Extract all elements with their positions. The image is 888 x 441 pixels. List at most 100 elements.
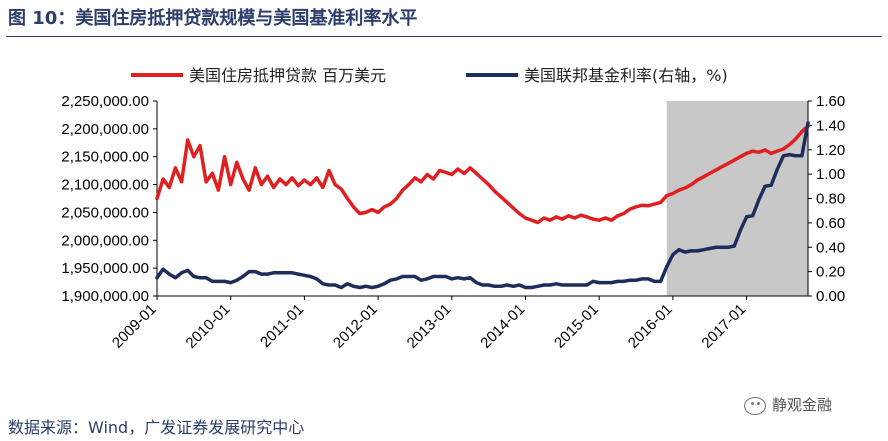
series-1-point xyxy=(210,171,214,176)
y-right-tick-label: 0.80 xyxy=(816,191,845,208)
y-right-tick-label: 0.00 xyxy=(816,288,845,305)
series-1-point xyxy=(530,218,534,222)
legend-label-2: 美国联邦基金利率(右轴，%) xyxy=(524,66,728,85)
series-2-point xyxy=(278,271,282,275)
series-2-point xyxy=(573,283,577,287)
series-1-point xyxy=(370,208,374,212)
series-1-point xyxy=(345,196,349,201)
series-2-point xyxy=(345,282,349,286)
y-left-tick-label: 2,050,000.00 xyxy=(61,204,149,221)
series-2-point xyxy=(351,284,356,288)
series-2-point xyxy=(229,280,233,285)
series-2-point xyxy=(315,277,319,281)
series-2-point xyxy=(204,276,208,280)
series-1-point xyxy=(462,171,466,176)
series-1-point xyxy=(272,185,276,189)
series-1-point xyxy=(192,155,196,159)
series-1-point xyxy=(560,217,564,221)
y-right-tick-label: 1.20 xyxy=(816,142,845,159)
series-1-point xyxy=(419,180,423,184)
series-1-point xyxy=(757,150,761,154)
series-1-point xyxy=(401,188,405,192)
title-divider xyxy=(6,36,882,37)
series-1-point xyxy=(308,182,313,187)
series-1-point xyxy=(769,151,773,155)
series-1-point xyxy=(517,211,521,216)
series-1-point xyxy=(161,177,165,181)
series-1-point xyxy=(751,149,755,153)
source-note: 数据来源：Wind，广发证券发展研究中心 xyxy=(8,418,305,437)
series-2-point xyxy=(622,279,626,283)
series-1-point xyxy=(364,210,368,215)
series-1-point xyxy=(265,174,270,178)
y-left-tick-label: 2,200,000.00 xyxy=(61,121,149,138)
series-1-point xyxy=(744,151,749,155)
series-2-point xyxy=(388,278,392,282)
series-2-point xyxy=(394,277,399,281)
series-1-point xyxy=(456,167,460,171)
series-1-point xyxy=(616,214,620,218)
series-1-point xyxy=(591,217,595,221)
series-1-point xyxy=(444,170,448,174)
series-2-point xyxy=(493,284,497,288)
series-2-point xyxy=(425,277,429,281)
series-2-point xyxy=(290,271,294,275)
series-1-point xyxy=(302,178,306,182)
series-1-point xyxy=(695,178,700,182)
series-1-point xyxy=(781,147,786,151)
series-1-point xyxy=(652,202,657,206)
series-1-point xyxy=(253,166,257,170)
series-2-point xyxy=(548,283,552,287)
series-1-point xyxy=(499,195,503,199)
series-2-point xyxy=(167,272,171,276)
series-2 xyxy=(155,121,810,290)
series-1-point xyxy=(787,142,792,147)
series-2-point xyxy=(247,270,251,274)
series-2-point xyxy=(474,280,478,285)
series-1-point xyxy=(689,182,693,187)
x-tick-label: 2010-01 xyxy=(183,301,234,352)
series-1-point xyxy=(339,187,343,191)
x-tick-label: 2013-01 xyxy=(404,301,455,352)
series-1-point xyxy=(579,213,583,217)
series-2-point xyxy=(321,282,325,286)
series-1-point xyxy=(640,203,644,207)
series-1-point xyxy=(216,188,221,192)
series-1-point xyxy=(407,182,411,187)
series-2-point xyxy=(591,279,595,283)
y-right-tick-label: 0.20 xyxy=(816,264,845,281)
series-2-point xyxy=(517,283,521,287)
series-1-point xyxy=(437,169,442,173)
series-1-point xyxy=(179,180,184,184)
series-1-point xyxy=(290,176,294,180)
series-2-point xyxy=(763,184,767,188)
series-2-point xyxy=(468,276,472,280)
series-2-point xyxy=(536,284,540,288)
series-2-point xyxy=(530,285,534,290)
series-2-point xyxy=(751,213,755,218)
series-2-point xyxy=(579,283,583,287)
series-2-point xyxy=(450,277,454,281)
series-2-point xyxy=(714,245,718,249)
legend: 美国住房抵押贷款 百万美元 美国联邦基金利率(右轴，%) xyxy=(131,66,728,85)
series-1-point xyxy=(493,189,497,193)
series-2-point xyxy=(652,279,657,283)
series-1-point xyxy=(646,204,650,208)
x-tick-label: 2016-01 xyxy=(625,301,676,352)
series-2-point xyxy=(708,246,712,251)
series-2-point xyxy=(480,283,485,287)
series-2-point xyxy=(192,274,196,279)
series-2-point xyxy=(339,285,343,290)
series-2-point xyxy=(671,252,675,257)
wechat-icon xyxy=(744,396,766,415)
series-2-point xyxy=(364,284,368,288)
series-1-point xyxy=(677,188,681,192)
series-1-point xyxy=(450,172,454,177)
series-1-point xyxy=(683,186,687,190)
series-2-point xyxy=(720,245,724,249)
series-2-point xyxy=(382,282,386,286)
watermark-text: 静观金融 xyxy=(772,396,833,414)
series-1-point xyxy=(665,194,669,198)
series-2-point xyxy=(695,249,700,253)
figure-title: 图 10：美国住房抵押贷款规模与美国基准利率水平 xyxy=(8,8,418,29)
